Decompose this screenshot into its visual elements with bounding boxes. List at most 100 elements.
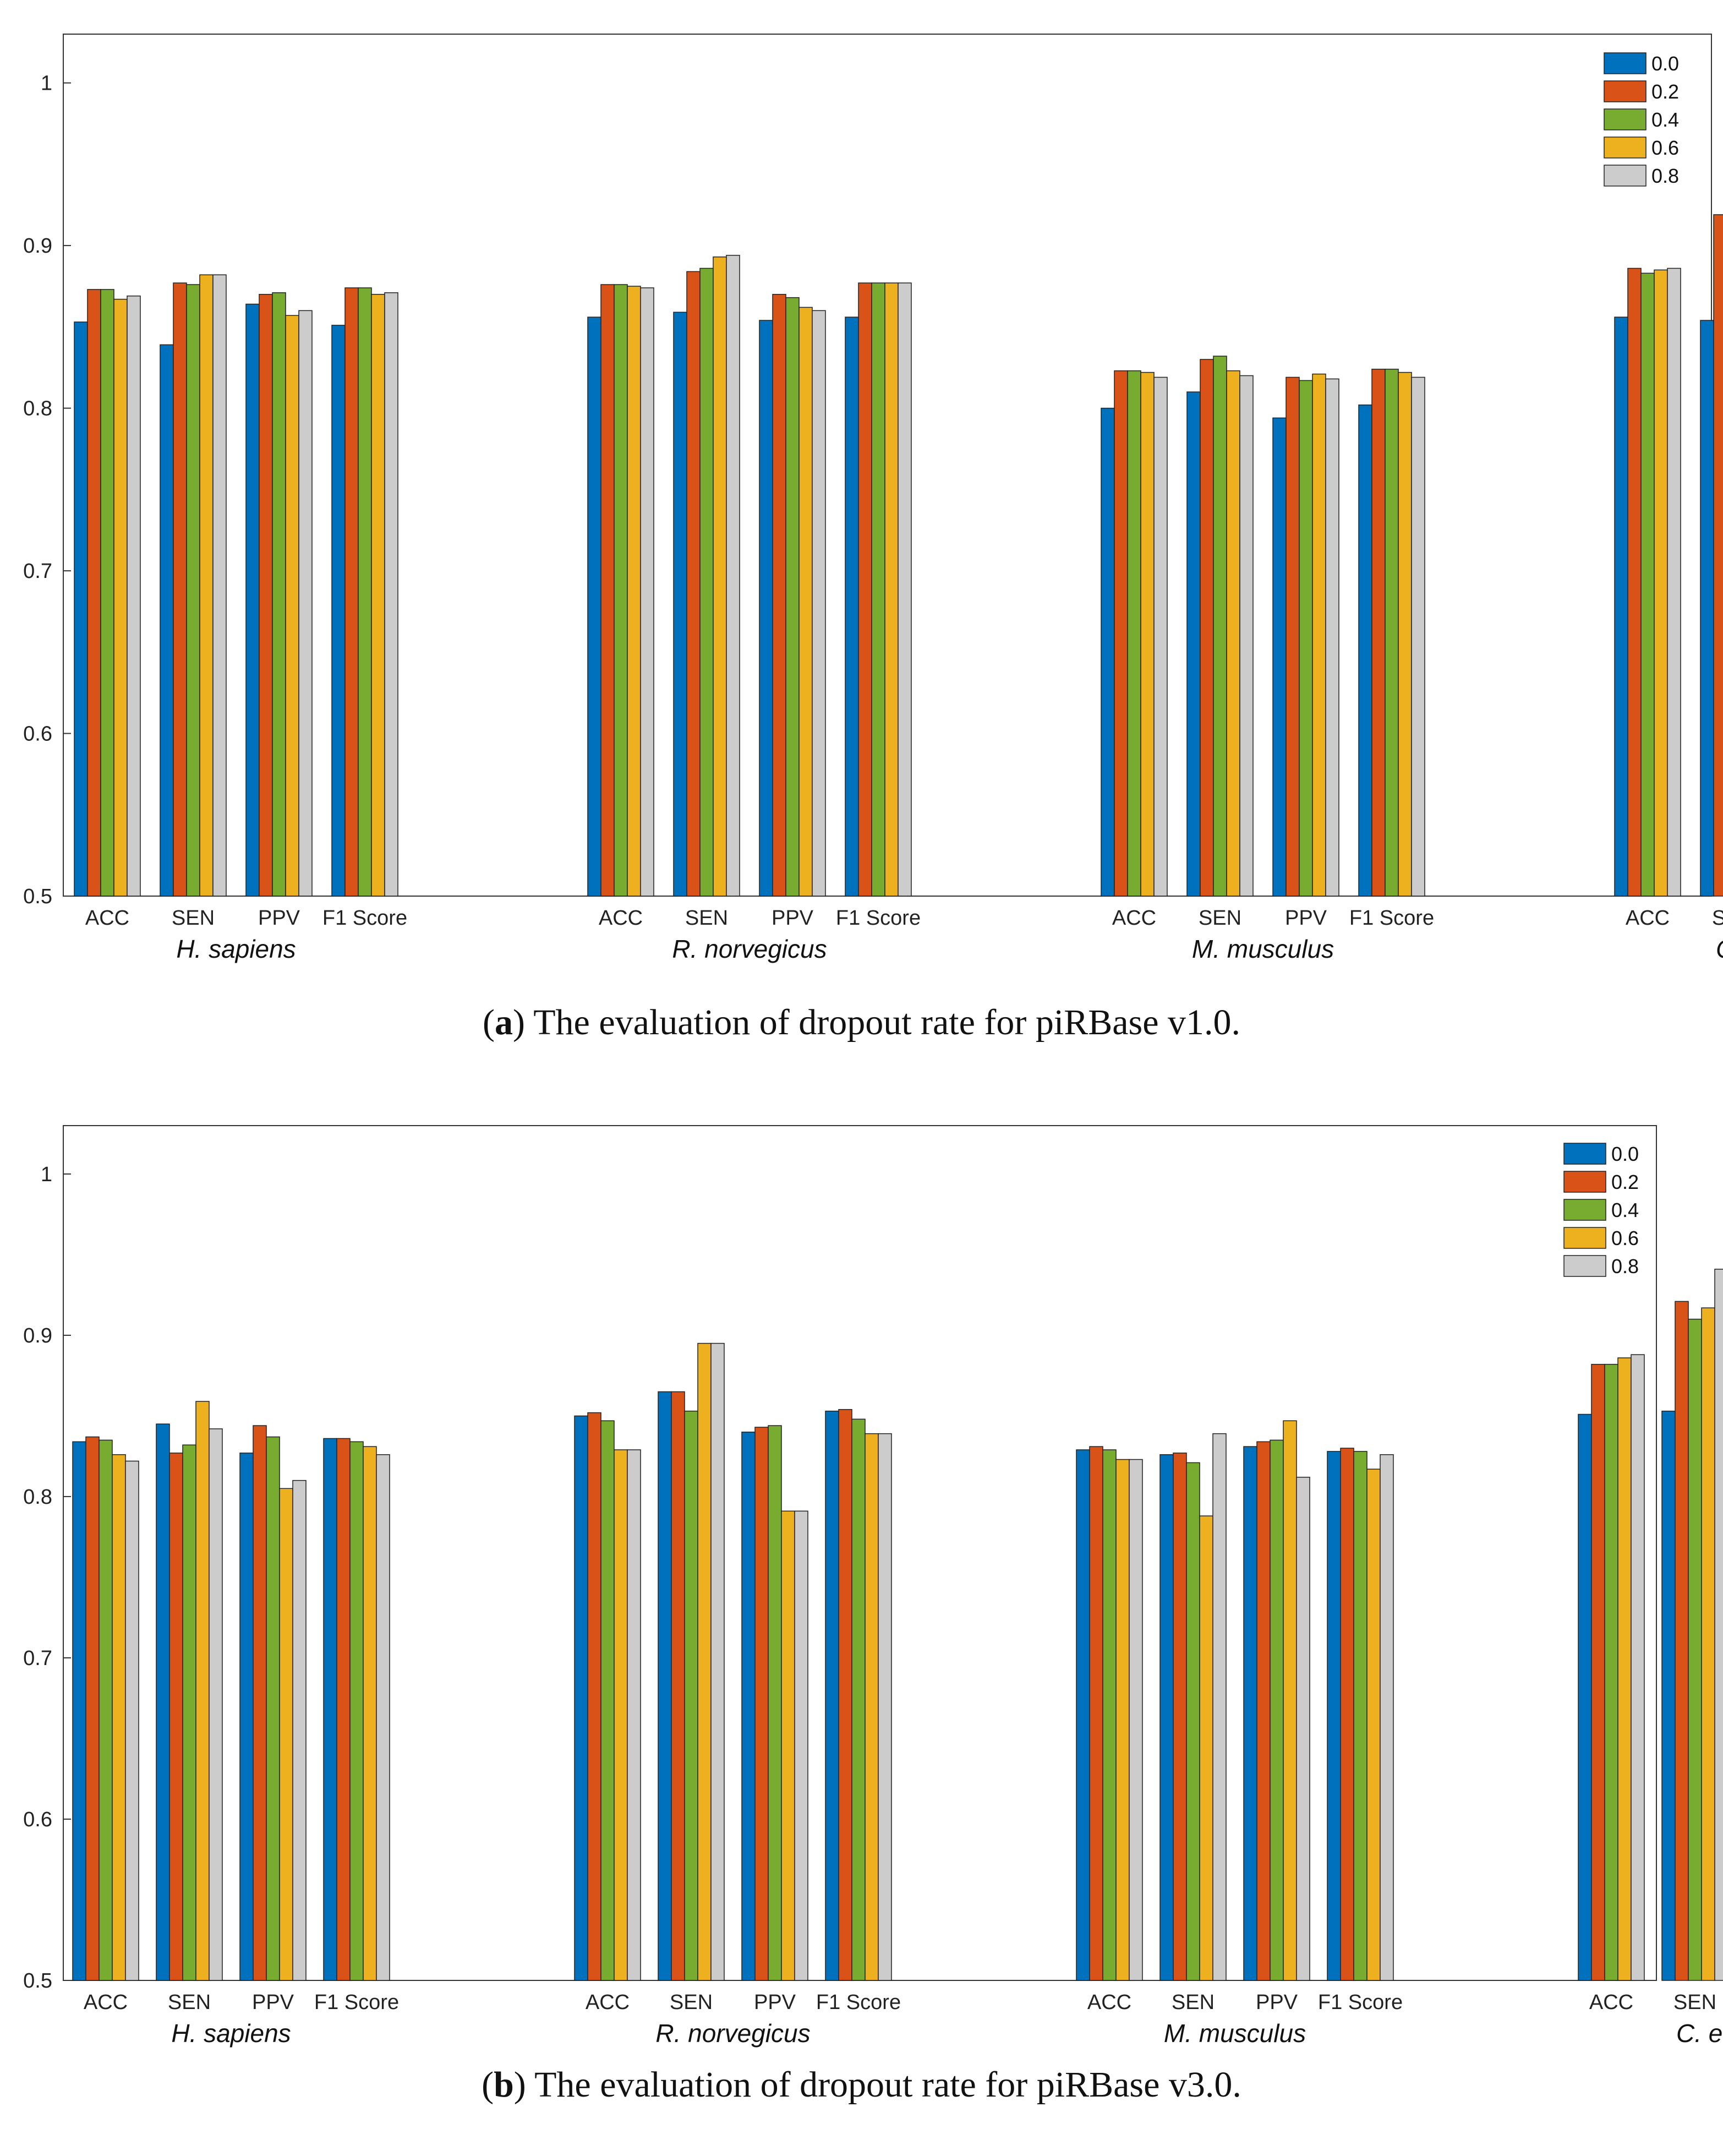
bar (1140, 372, 1155, 897)
bar (878, 1433, 892, 1981)
x-tick-label: PPV (754, 1991, 796, 2014)
bar (1627, 268, 1642, 897)
bar (627, 286, 641, 897)
bar (851, 1418, 866, 1981)
bar (865, 1433, 879, 1981)
chart-a: 0.5 0.6 0.7 0.8 0.9 1 ACC SEN PPV F1 Score H. sapi… (23, 34, 1723, 963)
y-tick-label: 0.6 (23, 1808, 52, 1831)
x-tick-label: PPV (252, 1991, 294, 2014)
bar (1076, 1449, 1090, 1981)
y-tick-label: 1 (41, 1163, 52, 1186)
bar (1186, 1462, 1200, 1981)
bar (1173, 1453, 1187, 1981)
x-tick-label: F1 Score (314, 1991, 399, 2014)
bar (1654, 269, 1668, 897)
x-tick-label: SEN (1172, 1991, 1215, 2014)
bar (1213, 356, 1227, 897)
bar (1212, 1433, 1227, 1981)
bar (898, 282, 912, 897)
bar (239, 1453, 254, 1981)
bar (113, 298, 128, 897)
y-tick-label: 0.5 (23, 1969, 52, 1993)
bar (336, 1438, 351, 1981)
bar (658, 1391, 672, 1981)
y-tick-label: 0.5 (23, 885, 52, 908)
bar (285, 315, 299, 897)
group-label: M. musculus (1164, 2019, 1306, 2048)
legend-swatch (1563, 1255, 1606, 1277)
x-tick-label: SEN (168, 1991, 211, 2014)
legend-label: 0.4 (1651, 108, 1679, 131)
bar (768, 1425, 782, 1981)
bar (772, 294, 786, 897)
bar (363, 1446, 377, 1981)
group-label: C. elegans (1716, 935, 1723, 963)
bar (1640, 272, 1655, 897)
bar (195, 1401, 210, 1981)
bar (1713, 214, 1723, 897)
bar (1114, 370, 1128, 897)
bar (1578, 1413, 1592, 1981)
x-tick-label: ACC (84, 1991, 128, 2014)
bar (259, 294, 273, 897)
x-tick-label: F1 Score (836, 907, 921, 930)
bar (160, 344, 174, 897)
x-tick-label: ACC (85, 907, 129, 930)
bar (812, 310, 826, 897)
chart-panel-a: 0.5 0.6 0.7 0.8 0.9 1 ACC SEN PPV F1 Score H. sapi… (23, 34, 1723, 1042)
y-tick-label: 0.9 (23, 234, 52, 258)
legend-label: 0.8 (1611, 1255, 1639, 1278)
bar (331, 325, 346, 897)
x-tick-label: SEN (685, 907, 728, 930)
legend-swatch (1604, 108, 1647, 130)
bar (279, 1488, 293, 1981)
bar (1591, 1363, 1605, 1981)
legend-swatch (1563, 1171, 1606, 1193)
bar (673, 312, 687, 897)
bar (574, 1415, 588, 1981)
bar (713, 256, 727, 897)
bar (209, 1428, 223, 1981)
legend-label: 0.6 (1611, 1227, 1639, 1249)
bar (72, 1441, 86, 1981)
group-label: R. norvegicus (672, 935, 827, 963)
bar (1617, 1357, 1632, 1981)
legend-swatch (1604, 80, 1647, 102)
bar (726, 255, 740, 897)
bar (587, 1412, 601, 1981)
bar (1129, 1459, 1143, 1981)
bar (1714, 1269, 1723, 1981)
legend-label: 0.2 (1651, 80, 1679, 103)
bar (858, 282, 872, 897)
bar (1299, 380, 1313, 897)
bar (298, 310, 313, 897)
bar (614, 284, 628, 897)
legend-label: 0.6 (1651, 137, 1679, 159)
bar (741, 1431, 756, 1981)
bar (614, 1449, 628, 1981)
bar (1688, 1318, 1702, 1981)
group-label: H. sapiens (171, 2019, 291, 2048)
bar (587, 316, 601, 897)
bar (640, 287, 654, 897)
bar (323, 1438, 337, 1981)
bar (199, 274, 214, 897)
bar (1675, 1301, 1689, 1981)
x-tick-label: SEN (670, 1991, 713, 2014)
x-tick-label: SEN (1199, 907, 1241, 930)
bar (100, 289, 114, 897)
y-tick-label: 0.7 (23, 560, 52, 583)
x-tick-label: F1 Score (816, 1991, 901, 2014)
bar (212, 274, 227, 897)
bar (112, 1454, 126, 1981)
bar (1101, 407, 1115, 897)
bar (1200, 359, 1214, 897)
bar (245, 303, 260, 897)
bar (1614, 316, 1628, 897)
bar (1411, 376, 1425, 897)
x-tick-label: F1 Score (1318, 1991, 1403, 2014)
bar (1358, 404, 1372, 897)
bar (1270, 1439, 1284, 1981)
caption-a-text: The evaluation of dropout rate for piRBa… (524, 1002, 1241, 1042)
bar (1089, 1446, 1103, 1981)
